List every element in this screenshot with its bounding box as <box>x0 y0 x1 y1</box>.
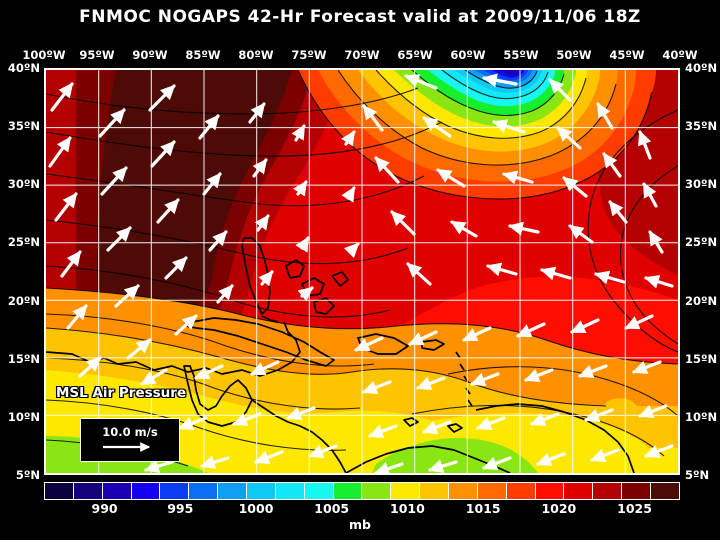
right-arrow-icon <box>103 442 151 453</box>
lat-tick-label-left: 40ºN <box>7 61 40 75</box>
colorbar-swatch <box>247 483 276 499</box>
colorbar-swatch <box>275 483 305 499</box>
lat-tick-label-right: 5ºN <box>685 468 710 482</box>
map-gridlines <box>46 70 678 473</box>
lon-tick-label: 65ºW <box>397 48 433 62</box>
colorbar-swatch <box>304 483 334 499</box>
lat-tick-label-right: 35ºN <box>685 119 718 134</box>
colorbar-tick-label: 1005 <box>314 501 350 516</box>
lat-tick-label-left: 25ºN <box>7 235 40 250</box>
lat-tick-label-right: 30ºN <box>685 177 718 192</box>
lat-tick-label-left: 20ºN <box>7 293 40 308</box>
lon-tick-label: 95ºW <box>79 48 115 62</box>
lon-tick-label: 45ºW <box>609 48 645 62</box>
wind-vector-key: 10.0 m/s <box>80 418 180 462</box>
colorbar-swatch <box>333 483 363 499</box>
colorbar-tick-label: 995 <box>167 501 194 516</box>
lon-tick-label: 100ºW <box>22 48 66 62</box>
colorbar-swatch <box>160 483 190 499</box>
map-plot-area[interactable] <box>44 68 680 475</box>
lat-tick-label-right: 40ºN <box>685 61 718 75</box>
colorbar-swatch <box>593 483 623 499</box>
lat-tick-label-left: 5ºN <box>15 468 40 482</box>
page-title: FNMOC NOGAPS 42-Hr Forecast valid at 200… <box>79 7 641 27</box>
lat-tick-label-right: 25ºN <box>685 235 718 250</box>
colorbar-swatch <box>189 483 219 499</box>
lat-tick-label-left: 10ºN <box>7 409 40 424</box>
colorbar-swatch <box>564 483 594 499</box>
lat-tick-label-right: 10ºN <box>685 409 718 424</box>
wind-arrows <box>48 73 674 473</box>
lat-tick-label-left: 30ºN <box>7 177 40 192</box>
colorbar-swatch <box>420 483 450 499</box>
colorbar-tick-label: 1010 <box>390 501 425 516</box>
lon-tick-label: 80ºW <box>238 48 274 62</box>
lon-tick-label: 50ºW <box>556 48 592 62</box>
colorbar-swatch <box>218 483 248 499</box>
field-band-1026 <box>96 70 292 322</box>
colorbar-tick-label: 1015 <box>465 501 501 516</box>
lat-tick-label-left: 15ºN <box>7 351 40 366</box>
colorbar-swatch <box>535 483 565 499</box>
colorbar-swatch <box>651 483 679 499</box>
colorbar-swatch <box>362 483 392 499</box>
colorbar-swatch <box>391 483 421 499</box>
colorbar-tick-label: 1000 <box>238 501 274 516</box>
lon-tick-label: 90ºW <box>132 48 168 62</box>
lat-tick-label-left: 35ºN <box>7 119 40 134</box>
colorbar-swatch <box>73 483 103 499</box>
isobar-contours <box>46 70 678 467</box>
colorbar-swatch <box>622 483 652 499</box>
lon-tick-label: 40ºW <box>662 48 698 62</box>
wind-vector-key-label: 10.0 m/s <box>102 424 158 439</box>
lon-tick-label: 55ºW <box>503 48 539 62</box>
colorbar-units-label: mb <box>349 517 371 532</box>
field-band-988 <box>498 70 521 76</box>
colorbar-tick-labels: 990 995 1000 1005 1010 1015 1020 1025 <box>44 501 680 517</box>
colorbar-swatch <box>506 483 536 499</box>
lon-tick-label: 75ºW <box>291 48 327 62</box>
field-band-1010-islet <box>603 398 639 426</box>
colorbar-tick-label: 1025 <box>617 501 652 516</box>
colorbar <box>44 482 680 500</box>
lon-tick-label: 70ºW <box>344 48 380 62</box>
lat-tick-label-right: 15ºN <box>685 351 718 366</box>
colorbar-swatch <box>131 483 161 499</box>
colorbar-swatch <box>477 483 507 499</box>
colorbar-tick-label: 990 <box>91 501 118 516</box>
pressure-field-svg <box>46 70 678 473</box>
colorbar-swatch <box>45 483 74 499</box>
colorbar-swatch <box>102 483 132 499</box>
lat-tick-label-right: 20ºN <box>685 293 718 308</box>
lon-tick-label: 85ºW <box>185 48 221 62</box>
colorbar-swatch <box>449 483 478 499</box>
lon-tick-label: 60ºW <box>450 48 486 62</box>
colorbar-tick-label: 1020 <box>541 501 577 516</box>
